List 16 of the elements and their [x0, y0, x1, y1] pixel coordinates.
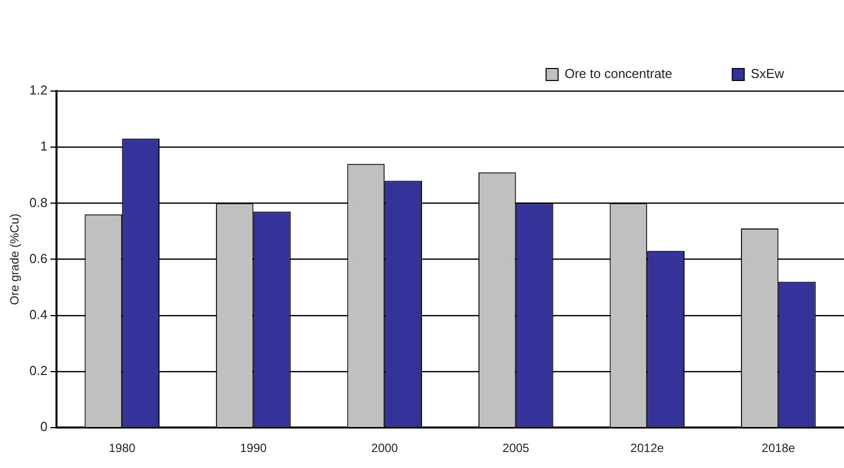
- x-tick-label: 2012e: [630, 441, 664, 456]
- y-tick-label: 0.6: [29, 250, 48, 266]
- y-tick-label: 0.8: [29, 194, 48, 210]
- x-tick-label: 2005: [502, 441, 530, 456]
- y-tick-label: 1: [40, 138, 48, 154]
- y-tick-label: 0.4: [29, 306, 48, 322]
- y-tick-label: 0: [40, 419, 48, 434]
- y-tick-label: 0.2: [29, 363, 48, 378]
- x-tick-label: 1980: [108, 441, 136, 456]
- x-tick-label: 2000: [371, 441, 398, 456]
- x-tick-label: 1990: [240, 441, 268, 456]
- y-tick-label: 1.2: [29, 82, 48, 98]
- x-tick-label: 2018e: [762, 441, 796, 456]
- legend-label: SxEw: [750, 66, 785, 82]
- y-axis-title: Ore grade (%Cu): [8, 214, 22, 305]
- legend-label: Ore to concentrate: [564, 66, 672, 82]
